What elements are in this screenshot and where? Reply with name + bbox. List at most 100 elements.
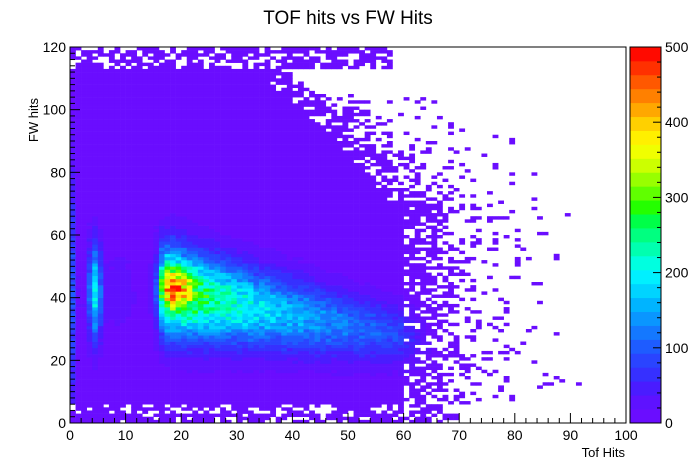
heatmap-cell — [231, 175, 238, 179]
heatmap-cell — [297, 166, 304, 170]
heatmap-cell — [175, 241, 182, 245]
heatmap-cell — [158, 297, 165, 302]
heatmap-cell — [203, 303, 210, 308]
heatmap-cell — [131, 366, 138, 371]
heatmap-cell — [247, 404, 254, 408]
heatmap-cell — [120, 363, 126, 367]
heatmap-cell — [86, 288, 93, 292]
heatmap-cell — [259, 291, 265, 295]
heatmap-cell — [203, 372, 210, 377]
heatmap-cell — [153, 303, 160, 308]
heatmap-cell — [164, 319, 171, 324]
heatmap-cell — [192, 307, 199, 311]
heatmap-cell — [275, 213, 282, 217]
heatmap-cell — [142, 291, 149, 295]
heatmap-cell — [108, 228, 115, 233]
heatmap-cell — [186, 94, 193, 98]
heatmap-cell — [108, 75, 115, 79]
heatmap-cell — [136, 231, 143, 236]
heatmap-cell — [286, 247, 293, 251]
heatmap-cell — [92, 338, 99, 342]
heatmap-cell — [286, 87, 293, 92]
heatmap-cell — [175, 162, 182, 167]
heatmap-cell — [192, 68, 199, 73]
heatmap-cell — [158, 272, 165, 277]
heatmap-cell — [103, 310, 110, 314]
heatmap-cell — [147, 344, 154, 349]
heatmap-cell — [125, 416, 132, 421]
heatmap-cell — [192, 256, 199, 261]
heatmap-cell — [81, 391, 87, 396]
heatmap-cell — [281, 181, 288, 186]
heatmap-cell — [70, 294, 76, 298]
heatmap-cell — [92, 188, 99, 192]
heatmap-cell — [147, 56, 154, 60]
heatmap-cell — [203, 231, 210, 236]
heatmap-cell — [270, 260, 277, 264]
heatmap-cell — [170, 153, 176, 157]
heatmap-cell — [103, 178, 110, 183]
heatmap-cell — [197, 216, 204, 220]
heatmap-cell — [275, 181, 282, 186]
heatmap-cell — [197, 325, 204, 330]
heatmap-cell — [158, 206, 165, 211]
heatmap-cell — [114, 166, 121, 170]
heatmap-cell — [103, 319, 110, 324]
heatmap-cell — [192, 363, 199, 367]
heatmap-cell — [281, 256, 288, 261]
heatmap-cell — [92, 109, 99, 114]
heatmap-cell — [114, 338, 121, 342]
heatmap-cell — [70, 166, 76, 170]
heatmap-cell — [220, 213, 226, 217]
heatmap-cell — [297, 203, 304, 208]
heatmap-cell — [153, 103, 160, 107]
heatmap-cell — [192, 188, 199, 192]
heatmap-cell — [286, 213, 293, 217]
heatmap-cell — [97, 291, 104, 295]
heatmap-cell — [231, 250, 238, 255]
heatmap-cell — [175, 200, 182, 204]
heatmap-cell — [297, 382, 304, 386]
heatmap-cell — [136, 366, 143, 371]
heatmap-cell — [142, 156, 149, 161]
heatmap-cell — [97, 75, 104, 79]
heatmap-cell — [281, 197, 288, 201]
heatmap-cell — [108, 115, 115, 120]
heatmap-cell — [303, 194, 310, 198]
heatmap-cell — [142, 338, 149, 342]
heatmap-cell — [131, 407, 138, 411]
heatmap-cell — [136, 134, 143, 139]
heatmap-cell — [259, 307, 265, 311]
heatmap-cell — [236, 216, 243, 220]
heatmap-cell — [131, 128, 138, 132]
heatmap-cell — [103, 357, 110, 361]
heatmap-cell — [192, 397, 199, 402]
heatmap-cell — [158, 263, 165, 267]
heatmap-cell — [181, 322, 188, 327]
heatmap-cell — [125, 419, 132, 424]
heatmap-cell — [275, 125, 282, 129]
heatmap-cell — [181, 335, 188, 339]
heatmap-cell — [181, 137, 188, 142]
heatmap-cell — [247, 68, 254, 73]
heatmap-cell — [170, 272, 176, 277]
heatmap-cell — [259, 297, 265, 302]
heatmap-cell — [120, 263, 126, 267]
heatmap-cell — [270, 410, 277, 414]
heatmap-cell — [297, 62, 304, 67]
heatmap-cell — [270, 244, 277, 248]
heatmap-cell — [103, 247, 110, 251]
heatmap-cell — [270, 407, 277, 411]
heatmap-cell — [197, 137, 204, 142]
heatmap-cell — [247, 369, 254, 374]
heatmap-cell — [220, 416, 226, 421]
heatmap-cell — [259, 72, 265, 76]
heatmap-cell — [108, 178, 115, 183]
heatmap-cell — [120, 94, 126, 98]
heatmap-cell — [247, 322, 254, 327]
heatmap-cell — [170, 62, 176, 67]
heatmap-cell — [192, 103, 199, 107]
heatmap-cell — [197, 294, 204, 298]
heatmap-cell — [286, 72, 293, 76]
heatmap-cell — [181, 360, 188, 364]
